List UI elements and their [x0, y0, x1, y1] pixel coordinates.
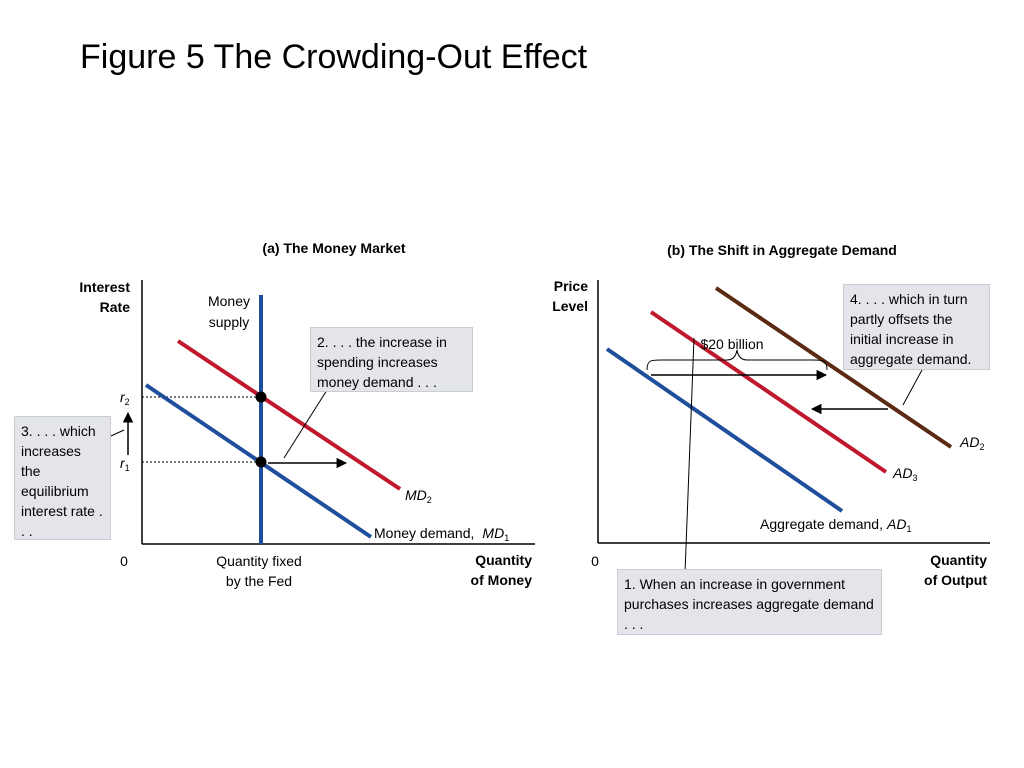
money-supply-label-line2: supply	[209, 314, 249, 330]
panel-a-x-label-line2: of Money	[471, 572, 533, 588]
equilibrium-point-r1	[255, 456, 267, 468]
ad1-label: Aggregate demand, AD1	[760, 516, 911, 534]
md2-label: MD2	[405, 487, 432, 505]
r2-label: r2	[120, 389, 130, 407]
md2-curve	[176, 339, 402, 491]
callout-1-pointer	[684, 337, 695, 574]
twenty-billion-label: $20 billion	[700, 336, 763, 352]
panel-b-x-label-line1: Quantity	[930, 552, 987, 568]
quantity-fixed-label-line1: Quantity fixed	[216, 553, 302, 569]
panel-a-x-label-line1: Quantity	[475, 552, 532, 568]
callout-3-pointer	[110, 429, 125, 437]
equilibrium-point-r2	[255, 391, 267, 403]
ad1-curve	[605, 347, 844, 513]
callout-interest-rate: 3. . . . which increases the equilibrium…	[14, 416, 111, 540]
twenty-billion-brace	[646, 349, 828, 371]
panel-a-y-label-line2: Rate	[100, 299, 131, 315]
callout-4-pointer	[902, 369, 923, 406]
panel-a-origin: 0	[120, 553, 128, 569]
slide-title: Figure 5 The Crowding-Out Effect	[80, 38, 588, 76]
ad3-curve	[649, 310, 888, 474]
money-supply-label-line1: Money	[208, 293, 250, 309]
panel-a-title: (a) The Money Market	[262, 240, 405, 256]
ad2-curve	[714, 286, 953, 449]
panel-b-origin: 0	[591, 553, 599, 569]
md1-label: Money demand, MD1	[374, 525, 509, 543]
panel-a-axes	[141, 280, 535, 545]
r1-label: r1	[120, 455, 130, 473]
callout-money-demand: 2. . . . the increase in spending increa…	[310, 327, 473, 392]
ad3-label: AD3	[892, 465, 917, 483]
panel-b-y-label-line2: Level	[552, 298, 588, 314]
callout-offset: 4. . . . which in turn partly offsets th…	[843, 284, 990, 370]
quantity-fixed-label-line2: by the Fed	[226, 573, 292, 589]
callout-2-pointer	[283, 389, 328, 459]
callout-government-purchases: 1. When an increase in government purcha…	[617, 569, 882, 635]
panel-b-x-label-line2: of Output	[924, 572, 987, 588]
panel-a-y-label-line1: Interest	[79, 279, 130, 295]
panel-b-axes	[597, 280, 990, 544]
ad2-label: AD2	[959, 434, 984, 452]
panel-b-title: (b) The Shift in Aggregate Demand	[667, 242, 897, 258]
panel-b-y-label-line1: Price	[554, 278, 588, 294]
